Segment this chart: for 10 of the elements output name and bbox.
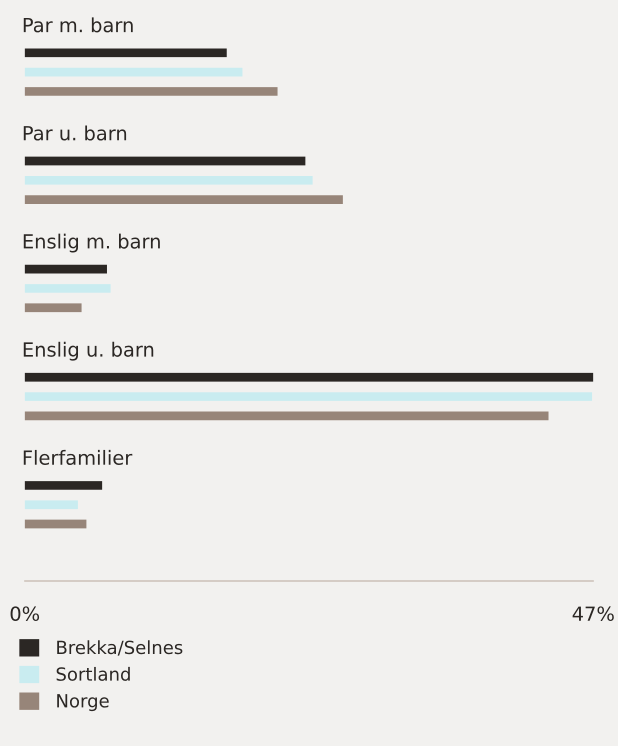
y-tick-label: Par u. barn bbox=[24, 126, 126, 141]
y-tick-label: Par m. barn bbox=[24, 17, 133, 32]
legend-label: Norge bbox=[57, 694, 109, 712]
y-tick-label: Enslig m. barn bbox=[24, 234, 160, 252]
x-tick-label: 47% bbox=[572, 606, 614, 622]
x-tick-label: 0% bbox=[10, 606, 40, 622]
legend-label: Sortland bbox=[56, 666, 130, 681]
y-tick-label: Enslig u. barn bbox=[24, 342, 154, 361]
legend-label: Brekka/Selnes bbox=[57, 640, 182, 656]
y-tick-label: Flerfamilier bbox=[24, 450, 132, 465]
